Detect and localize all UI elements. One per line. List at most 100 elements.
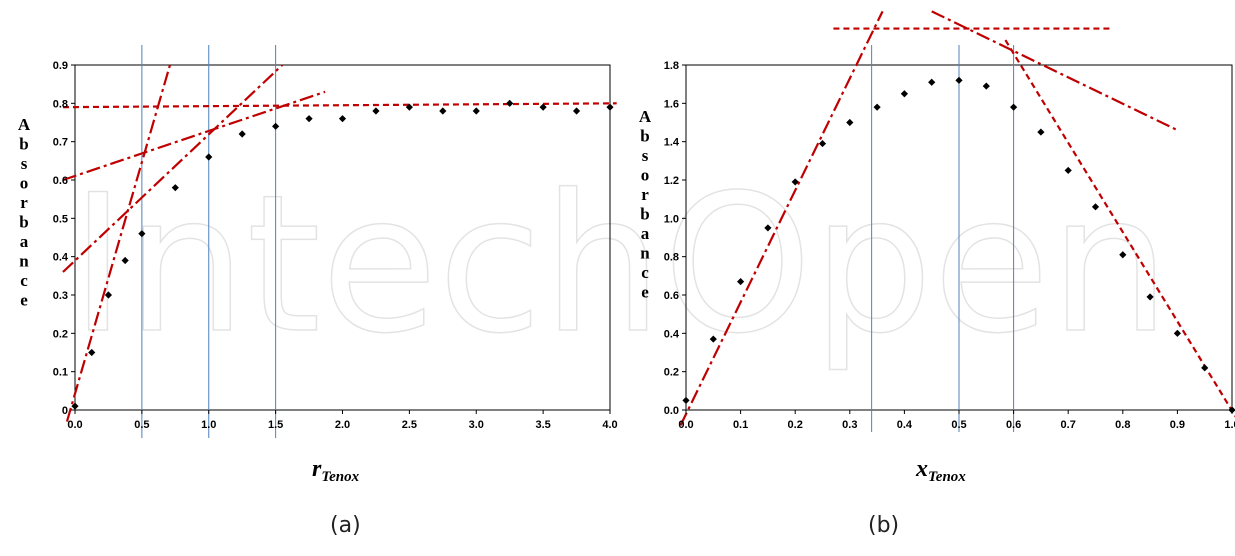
y-tick-label: 0.4 <box>664 328 680 340</box>
y-tick-label: 0.0 <box>664 405 679 417</box>
y-axis-label-letter: r <box>641 185 649 204</box>
x-tick-label: 2.0 <box>335 419 350 431</box>
data-point <box>1064 166 1072 175</box>
y-axis-label-letter: b <box>640 205 649 224</box>
x-tick-label: 2.5 <box>402 419 417 431</box>
tangent-fit-line <box>1004 39 1235 418</box>
y-axis-label-letter: s <box>21 154 28 173</box>
tangent-fit-line <box>65 64 172 422</box>
y-axis-label-letter: e <box>641 283 649 302</box>
y-tick-label: 0.6 <box>53 175 68 187</box>
data-point <box>1091 203 1100 211</box>
data-point <box>955 76 963 84</box>
x-axis-label-subscript: Tenox <box>321 469 359 485</box>
data-point <box>572 107 581 115</box>
watermark: IntechOpen <box>70 154 1170 375</box>
data-point <box>900 90 908 98</box>
y-axis-label-letter: r <box>20 193 28 212</box>
x-tick-label: 0.8 <box>1115 419 1130 431</box>
x-tick-label: 0.7 <box>1061 419 1076 431</box>
data-point <box>171 184 179 192</box>
tangent-fit-line <box>62 90 326 182</box>
y-axis-label-letter: o <box>641 166 650 185</box>
x-tick-label: 1.0 <box>1224 419 1235 431</box>
x-tick-label: 0.6 <box>1006 419 1021 431</box>
data-point <box>205 153 213 161</box>
y-tick-label: 0.2 <box>53 328 68 340</box>
y-tick-label: 0.8 <box>664 252 679 264</box>
x-tick-label: 0.5 <box>134 419 149 431</box>
data-point <box>606 103 614 111</box>
y-axis-label-letter: a <box>641 224 650 243</box>
tangent-fit-line <box>679 10 884 426</box>
tangent-fit-line <box>931 10 1178 132</box>
y-tick-label: 0.9 <box>53 60 68 72</box>
data-point <box>682 396 690 405</box>
y-axis-label-letter: n <box>19 252 29 271</box>
y-tick-label: 0.4 <box>53 252 69 264</box>
data-point <box>338 115 347 123</box>
y-axis-label-letter: e <box>20 291 28 310</box>
x-tick-label: 0.0 <box>67 419 82 431</box>
x-tick-label: 0.4 <box>897 419 913 431</box>
y-tick-label: 0.7 <box>53 137 68 149</box>
data-point <box>439 107 447 115</box>
x-axis-label: rTenox <box>312 456 360 485</box>
y-axis-label-letter: A <box>639 107 652 126</box>
x-tick-label: 0.5 <box>951 419 966 431</box>
y-axis-label-letter: n <box>640 244 650 263</box>
data-point <box>472 107 480 115</box>
data-point <box>372 107 380 115</box>
y-tick-label: 0.2 <box>664 367 679 379</box>
x-axis-label-main: x <box>915 456 928 482</box>
y-axis-label-letter: o <box>20 174 29 193</box>
panel-caption: (b) <box>868 513 899 538</box>
y-tick-label: 1.4 <box>664 137 680 149</box>
y-axis-label-letter: b <box>640 127 649 146</box>
data-point <box>88 348 96 357</box>
x-tick-label: 1.0 <box>201 419 216 431</box>
data-point <box>506 99 514 107</box>
x-tick-label: 0.9 <box>1170 419 1185 431</box>
data-point <box>873 103 881 111</box>
y-axis-label-letter: a <box>20 232 29 251</box>
y-tick-label: 0.1 <box>53 367 68 379</box>
x-tick-label: 0.3 <box>842 419 857 431</box>
y-tick-label: 1.0 <box>664 213 679 225</box>
data-point <box>1146 293 1154 301</box>
panel-caption: (a) <box>330 513 361 538</box>
data-point <box>405 103 413 111</box>
data-point <box>1119 251 1127 259</box>
y-axis-label-letter: b <box>19 135 28 154</box>
data-point <box>272 122 280 130</box>
data-point <box>1201 364 1209 372</box>
data-point <box>104 291 113 299</box>
x-tick-label: 0.1 <box>733 419 748 431</box>
x-axis-label-main: r <box>312 456 322 482</box>
x-tick-label: 4.0 <box>602 419 617 431</box>
tangent-fit-line <box>62 102 617 109</box>
x-tick-label: 3.5 <box>535 419 550 431</box>
y-tick-label: 0.8 <box>53 98 68 110</box>
y-tick-label: 1.2 <box>664 175 679 187</box>
data-point <box>305 115 313 123</box>
data-point <box>138 230 146 238</box>
data-point <box>238 130 246 138</box>
data-point <box>1010 103 1018 111</box>
data-point <box>791 178 799 186</box>
x-tick-label: 0.2 <box>788 419 803 431</box>
y-axis-label-letter: c <box>641 263 649 282</box>
panel-a-chart: 0 0.1 0.2 0.3 0.4 0.5 0.6 0.7 0.8 0.9 0.0 0.5 1.0 1.5… <box>18 45 618 538</box>
data-point <box>928 78 936 86</box>
data-point <box>121 256 129 265</box>
y-tick-label: 0 <box>62 405 68 417</box>
x-tick-label: 0.0 <box>678 419 693 431</box>
data-point <box>71 402 79 410</box>
panel-b-chart: 0.0 0.2 0.4 0.6 0.8 1.0 1.2 1.4 1.6 1.8 0.0 0.1 0.2 0… <box>639 10 1235 538</box>
y-axis-label-letter: A <box>18 115 31 134</box>
data-point <box>1037 128 1045 136</box>
data-point <box>709 335 717 343</box>
